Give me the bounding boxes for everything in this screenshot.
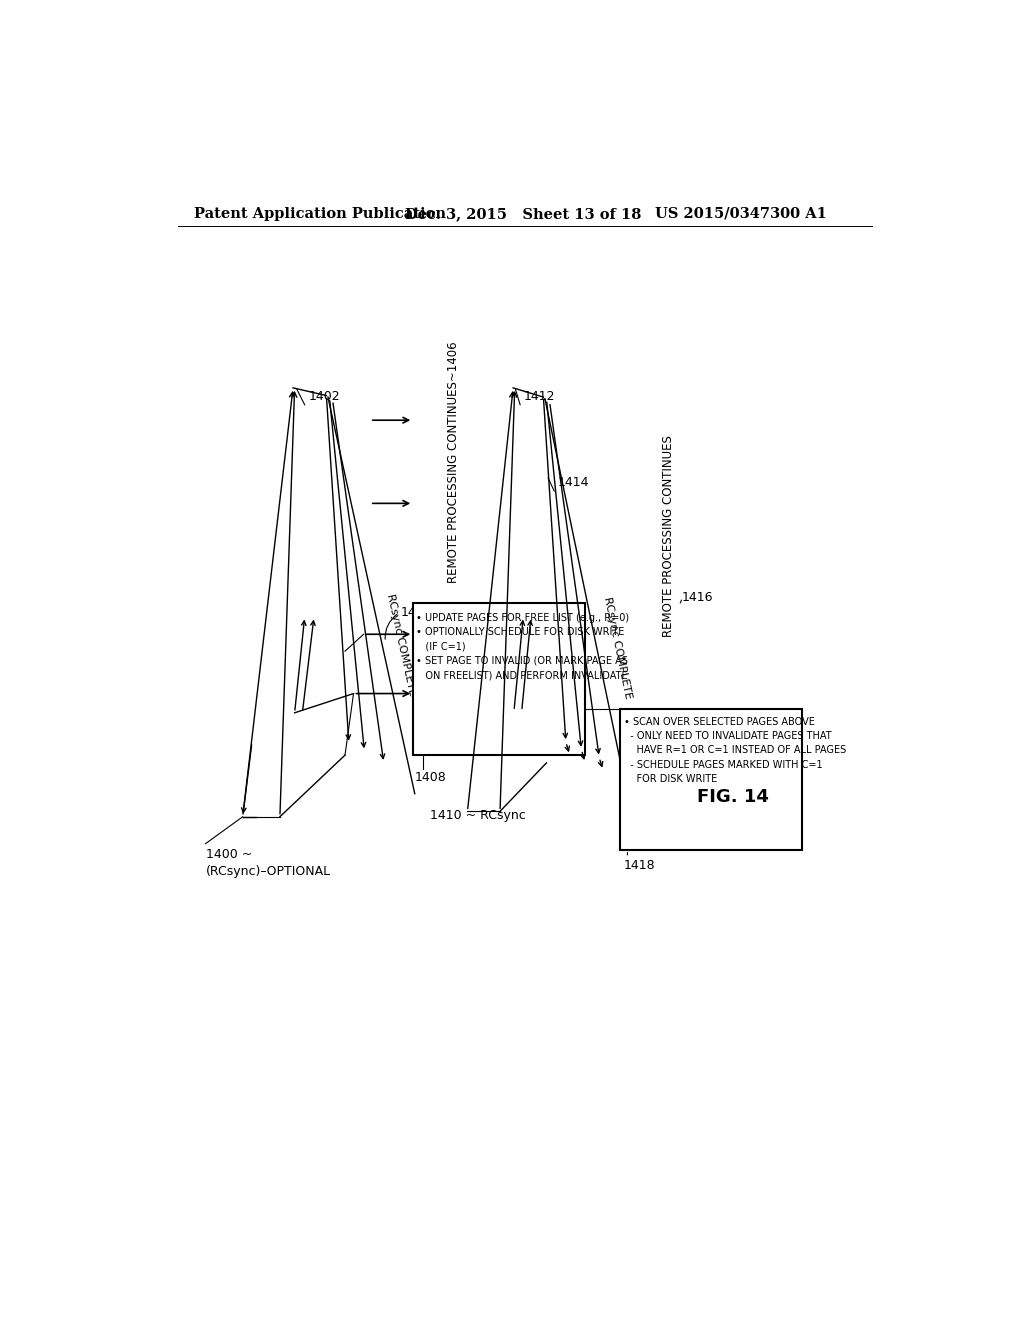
- Text: 1408: 1408: [415, 771, 446, 784]
- Text: 1410 ~ RCsync: 1410 ~ RCsync: [430, 809, 526, 822]
- Text: FIG. 14: FIG. 14: [696, 788, 768, 807]
- Text: 1400 ~: 1400 ~: [206, 847, 252, 861]
- Text: 1418: 1418: [624, 859, 655, 873]
- Text: RCsync COMPLETE: RCsync COMPLETE: [385, 593, 417, 697]
- Text: • UPDATE PAGES FOR FREE LIST (e.g., R=0)
• OPTIONALLY SCHEDULE FOR DISK WRITE
  : • UPDATE PAGES FOR FREE LIST (e.g., R=0)…: [417, 612, 630, 680]
- Text: Dec. 3, 2015   Sheet 13 of 18: Dec. 3, 2015 Sheet 13 of 18: [406, 207, 642, 220]
- Text: 1404: 1404: [400, 606, 432, 619]
- Text: 1412: 1412: [523, 391, 555, 404]
- Text: RCsync COMPLETE: RCsync COMPLETE: [602, 597, 633, 700]
- Text: Patent Application Publication: Patent Application Publication: [194, 207, 445, 220]
- Bar: [414, 603, 586, 755]
- Text: US 2015/0347300 A1: US 2015/0347300 A1: [655, 207, 826, 220]
- Text: • SCAN OVER SELECTED PAGES ABOVE
  - ONLY NEED TO INVALIDATE PAGES THAT
    HAVE: • SCAN OVER SELECTED PAGES ABOVE - ONLY …: [624, 717, 846, 784]
- Text: REMOTE PROCESSING CONTINUES: REMOTE PROCESSING CONTINUES: [663, 434, 676, 636]
- Text: 1416: 1416: [682, 591, 714, 603]
- Text: REMOTE PROCESSING CONTINUES~1406: REMOTE PROCESSING CONTINUES~1406: [447, 342, 460, 583]
- Text: (RCsync)–OPTIONAL: (RCsync)–OPTIONAL: [206, 866, 331, 878]
- Text: 1402: 1402: [308, 391, 340, 404]
- Bar: [621, 709, 802, 850]
- Text: 1414: 1414: [557, 477, 589, 490]
